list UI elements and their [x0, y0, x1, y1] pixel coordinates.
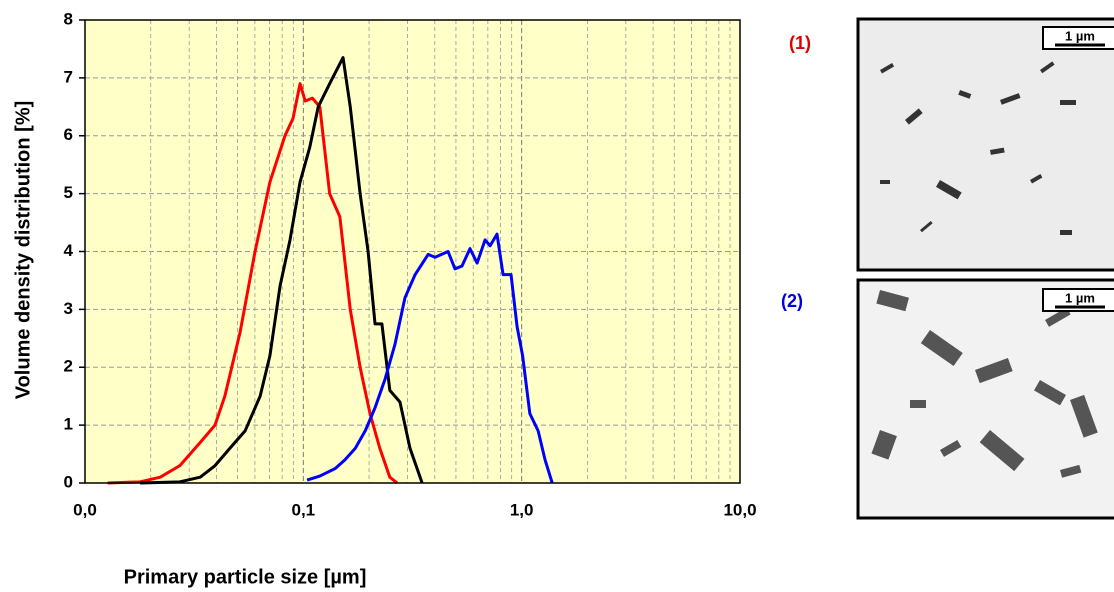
x-tick-label: 0,0 — [73, 500, 97, 519]
y-tick-label: 2 — [64, 357, 73, 376]
y-axis-label: Volume density distribution [%] — [12, 101, 34, 400]
scale-bar-label: 1 µm — [1065, 28, 1095, 43]
y-tick-label: 5 — [64, 183, 73, 202]
y-tick-label: 3 — [64, 299, 73, 318]
lines — [107, 56, 554, 485]
y-tick-label: 1 — [64, 415, 73, 434]
x-tick-label: 10,0 — [723, 500, 756, 519]
series-line — [107, 82, 399, 485]
scale-bar-label: 1 µm — [1065, 290, 1095, 305]
x-axis-label: Primary particle size [µm] — [124, 566, 367, 588]
x-tick-label: 0,1 — [292, 500, 316, 519]
y-tick-label: 4 — [64, 241, 74, 260]
y-tick-label: 6 — [64, 125, 73, 144]
series-line — [306, 232, 554, 484]
series-line — [140, 56, 424, 485]
grid — [84, 19, 741, 484]
x-tick-label: 1,0 — [510, 500, 534, 519]
annotation: (1) — [789, 33, 811, 53]
annotation: (2) — [781, 291, 803, 311]
micrograph: 1 µm — [856, 17, 1114, 272]
y-tick-label: 0 — [64, 472, 73, 491]
y-tick-label: 8 — [64, 9, 73, 28]
micrograph: 1 µm — [856, 278, 1114, 520]
y-tick-label: 7 — [64, 67, 73, 86]
